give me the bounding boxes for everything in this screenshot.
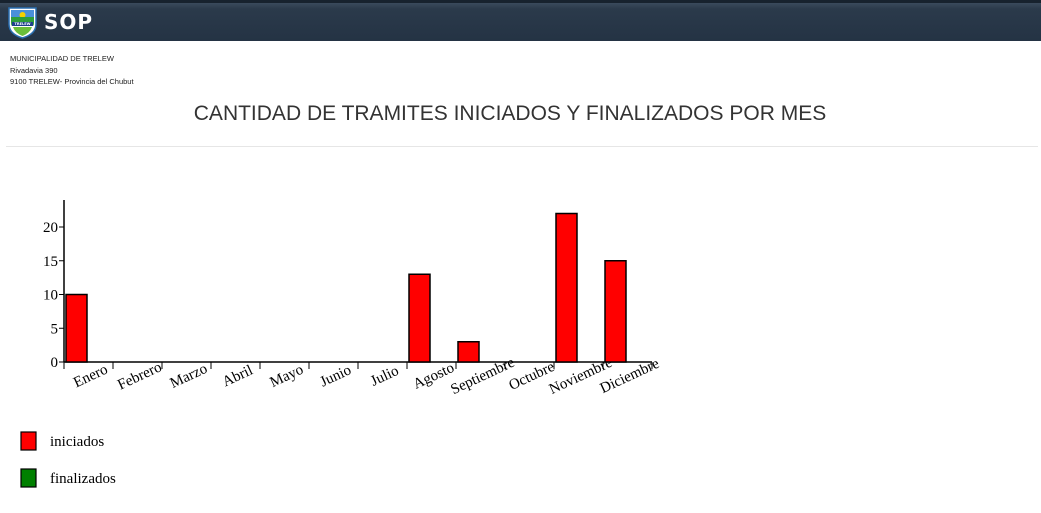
y-tick-label: 10	[43, 288, 58, 304]
x-tick-label: Abril	[220, 362, 255, 390]
address-line-organization: MUNICIPALIDAD DE TRELEW	[10, 54, 114, 63]
svg-text:TRELEW: TRELEW	[15, 22, 31, 26]
top-navbar: TRELEW SOP	[0, 0, 1041, 41]
divider	[6, 146, 1038, 147]
address-line-city: 9100 TRELEW- Provincia del Chubut	[10, 77, 134, 86]
bar-iniciados	[65, 293, 88, 363]
x-tick-label: Marzo	[168, 361, 210, 392]
x-tick-label: Mayo	[268, 362, 306, 391]
x-tick-label: Junio	[318, 362, 354, 390]
page-title: CANTIDAD DE TRAMITES INICIADOS Y FINALIZ…	[193, 102, 827, 125]
legend-swatch-finalizados	[20, 468, 37, 488]
legend-label-finalizados: finalizados	[50, 471, 116, 487]
bar-iniciados	[555, 212, 578, 363]
bar-iniciados	[457, 341, 480, 363]
bar-iniciados	[604, 260, 627, 363]
y-tick-label: 5	[51, 321, 59, 337]
monthly-tramites-bar-chart: 0 5 10 15 20 Enero Febrero Marzo Abril Mayo Junio J…	[20, 200, 662, 488]
y-tick-label: 0	[51, 355, 59, 371]
y-tick-label: 20	[43, 220, 58, 236]
bar-iniciados	[408, 273, 431, 363]
legend-swatch-iniciados	[20, 431, 37, 451]
x-tick-label: Febrero	[115, 359, 164, 393]
organization-address: MUNICIPALIDAD DE TRELEW Rivadavia 390 91…	[10, 53, 134, 88]
x-tick-label: Enero	[71, 362, 110, 392]
app-brand[interactable]: SOP	[44, 10, 94, 34]
x-tick-label: Julio	[368, 363, 401, 390]
trelew-shield-logo[interactable]: TRELEW	[7, 6, 38, 39]
legend-label-iniciados: iniciados	[50, 434, 104, 450]
address-line-street: Rivadavia 390	[10, 65, 58, 75]
y-tick-label: 15	[43, 254, 58, 270]
